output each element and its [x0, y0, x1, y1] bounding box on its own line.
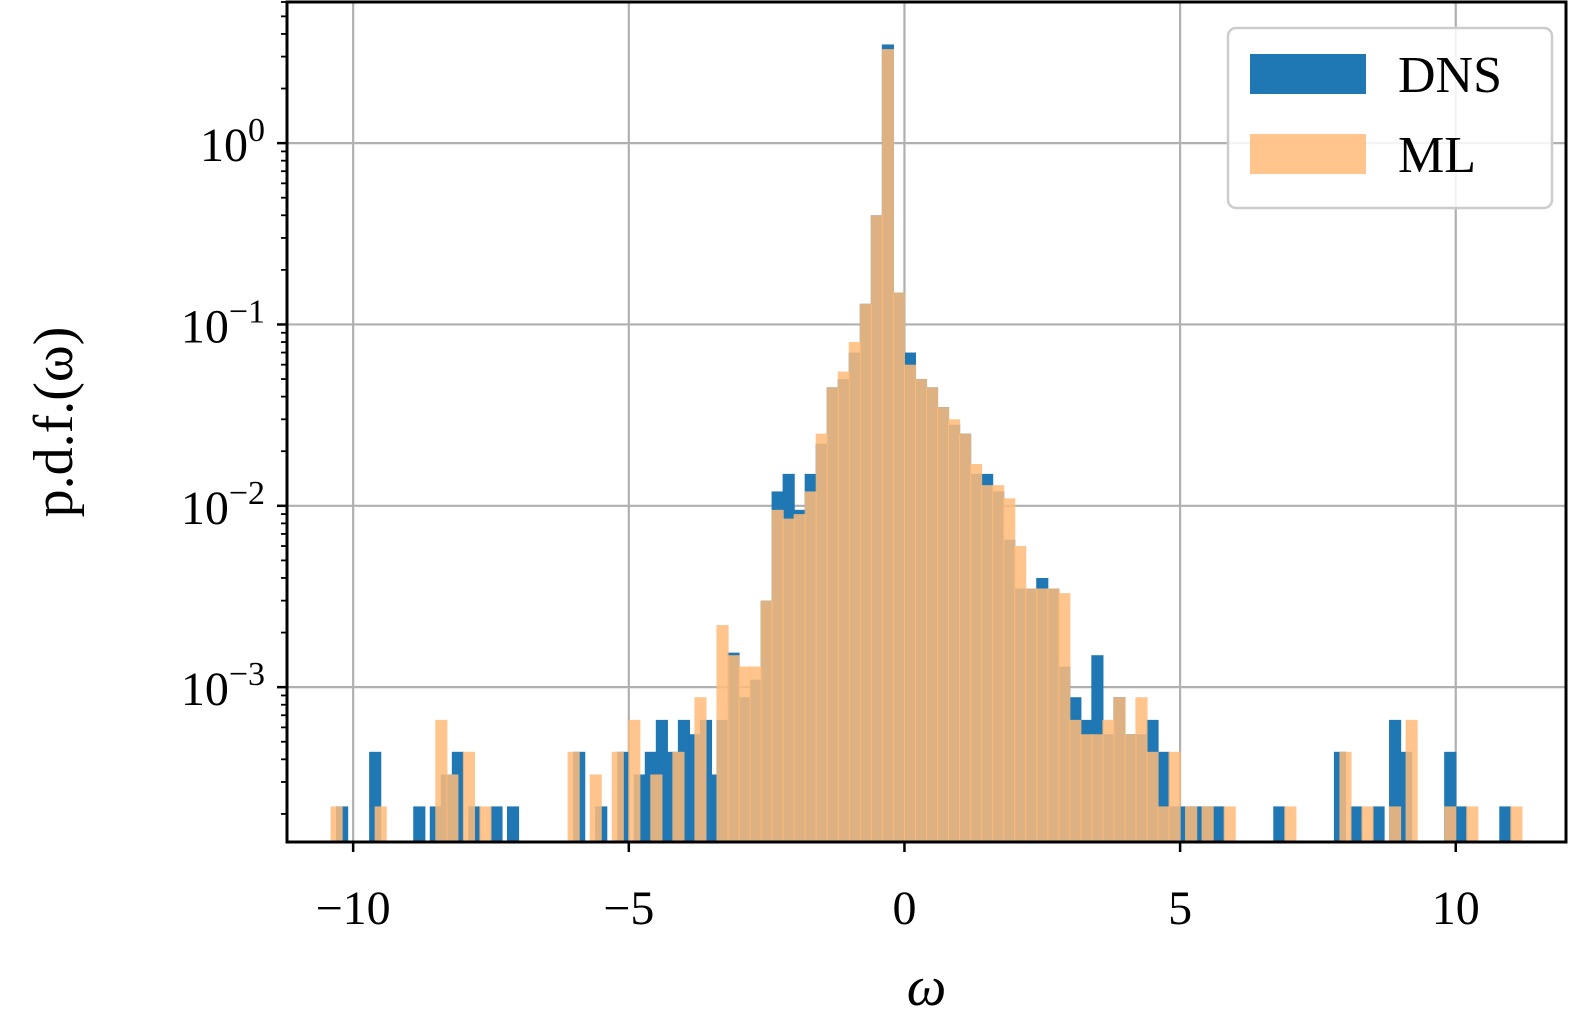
- dns-bar: [1212, 806, 1225, 842]
- ml-bar: [1047, 588, 1060, 842]
- ml-bar: [760, 600, 773, 842]
- ml-bar: [959, 433, 972, 842]
- ml-bar: [948, 419, 961, 842]
- ml-bar: [1091, 734, 1104, 842]
- dns-bar: [705, 774, 718, 842]
- legend-label-ml: ML: [1398, 127, 1476, 184]
- legend-swatch-dns: [1250, 54, 1366, 94]
- dns-bar: [1499, 806, 1512, 842]
- ml-bar: [914, 379, 928, 842]
- y-tick-label: 100: [200, 112, 265, 172]
- ml-bar: [782, 518, 795, 842]
- ml-bar: [479, 806, 492, 842]
- ml-bar: [826, 387, 839, 842]
- ml-bar: [1058, 593, 1071, 842]
- ml-bar: [462, 751, 475, 842]
- legend: DNS ML: [1226, 26, 1554, 210]
- x-tick-label: −10: [316, 882, 391, 935]
- x-tick-label: 10: [1432, 882, 1480, 935]
- dns-bar: [490, 806, 503, 842]
- ml-bar: [1284, 806, 1297, 842]
- ml-bar: [567, 751, 580, 842]
- dns-bar: [506, 806, 520, 842]
- ml-bar: [1510, 806, 1523, 842]
- y-tick-label: 10−1: [181, 293, 265, 353]
- ml-bar: [738, 666, 751, 842]
- ml-bar: [727, 655, 740, 842]
- ml-bar: [892, 292, 905, 842]
- ml-bar: [628, 719, 641, 842]
- dns-bar: [413, 806, 426, 842]
- ml-bar: [1405, 719, 1418, 842]
- x-axis-label: ω: [907, 956, 947, 1018]
- ml-bar: [1124, 734, 1137, 842]
- dns-bar: [1273, 806, 1286, 842]
- ml-bar: [804, 491, 817, 842]
- ml-bar: [925, 387, 939, 842]
- y-axis-label: p.d.f.(ω): [23, 327, 85, 518]
- ml-bar: [848, 342, 861, 842]
- legend-label-dns: DNS: [1398, 47, 1502, 104]
- ml-bar: [1185, 806, 1198, 842]
- y-tick-label: 10−2: [181, 475, 265, 535]
- ml-bar: [446, 774, 459, 842]
- ml-bar: [611, 751, 624, 842]
- ml-bar: [771, 509, 784, 842]
- ml-bar: [1069, 719, 1082, 842]
- ml-bar: [374, 806, 387, 842]
- ml-bar: [903, 364, 917, 842]
- ml-bars: [330, 49, 1523, 843]
- ml-bar: [1135, 697, 1148, 842]
- ml-bar: [1466, 806, 1479, 842]
- ml-bar: [694, 697, 707, 842]
- ml-bar: [881, 49, 894, 843]
- plot-frame: [285, 0, 1568, 844]
- ml-bar: [589, 774, 602, 842]
- ml-bar: [749, 666, 762, 842]
- ml-bar: [650, 774, 663, 842]
- x-tick-label: 5: [1168, 882, 1192, 935]
- ml-bar: [672, 751, 685, 842]
- ml-bar: [1168, 751, 1181, 842]
- ml-bar: [1444, 806, 1457, 842]
- ml-bar: [936, 407, 950, 842]
- ml-bar: [1157, 806, 1170, 842]
- dns-bar: [1455, 806, 1468, 842]
- ml-bar: [435, 719, 448, 842]
- ml-bar: [837, 371, 850, 842]
- x-tick-label: −5: [603, 882, 654, 935]
- ml-bar: [1223, 806, 1236, 842]
- ml-bar: [1080, 734, 1093, 842]
- ml-bar: [1361, 806, 1374, 842]
- ml-bar: [1102, 719, 1115, 842]
- ml-bar: [981, 485, 994, 842]
- x-axis-ticks: −10 −5 0 5 10: [316, 842, 1480, 935]
- ml-bar: [1146, 751, 1159, 842]
- ml-bar: [970, 464, 983, 842]
- ml-bar: [1025, 588, 1038, 842]
- ml-bar: [1014, 546, 1027, 842]
- ml-bar: [1113, 697, 1126, 842]
- ml-bar: [1003, 498, 1016, 842]
- ml-bar: [815, 433, 828, 842]
- dns-bar: [1372, 806, 1385, 842]
- ml-bar: [859, 303, 872, 842]
- ml-bar: [330, 806, 343, 842]
- ml-bar: [793, 514, 806, 842]
- ml-bar: [1339, 751, 1352, 842]
- x-tick-label: 0: [892, 882, 916, 935]
- ml-bar: [992, 485, 1005, 842]
- ml-bar: [716, 625, 729, 842]
- y-axis-ticks: 100 10−1 10−2 10−3: [181, 1, 287, 815]
- ml-bar: [870, 215, 883, 842]
- ml-bar: [1036, 588, 1049, 842]
- ml-bar: [1389, 806, 1402, 842]
- dns-bar: [1350, 806, 1363, 842]
- y-tick-label: 10−3: [181, 656, 265, 716]
- ml-bar: [1201, 806, 1214, 842]
- legend-swatch-ml: [1250, 134, 1366, 174]
